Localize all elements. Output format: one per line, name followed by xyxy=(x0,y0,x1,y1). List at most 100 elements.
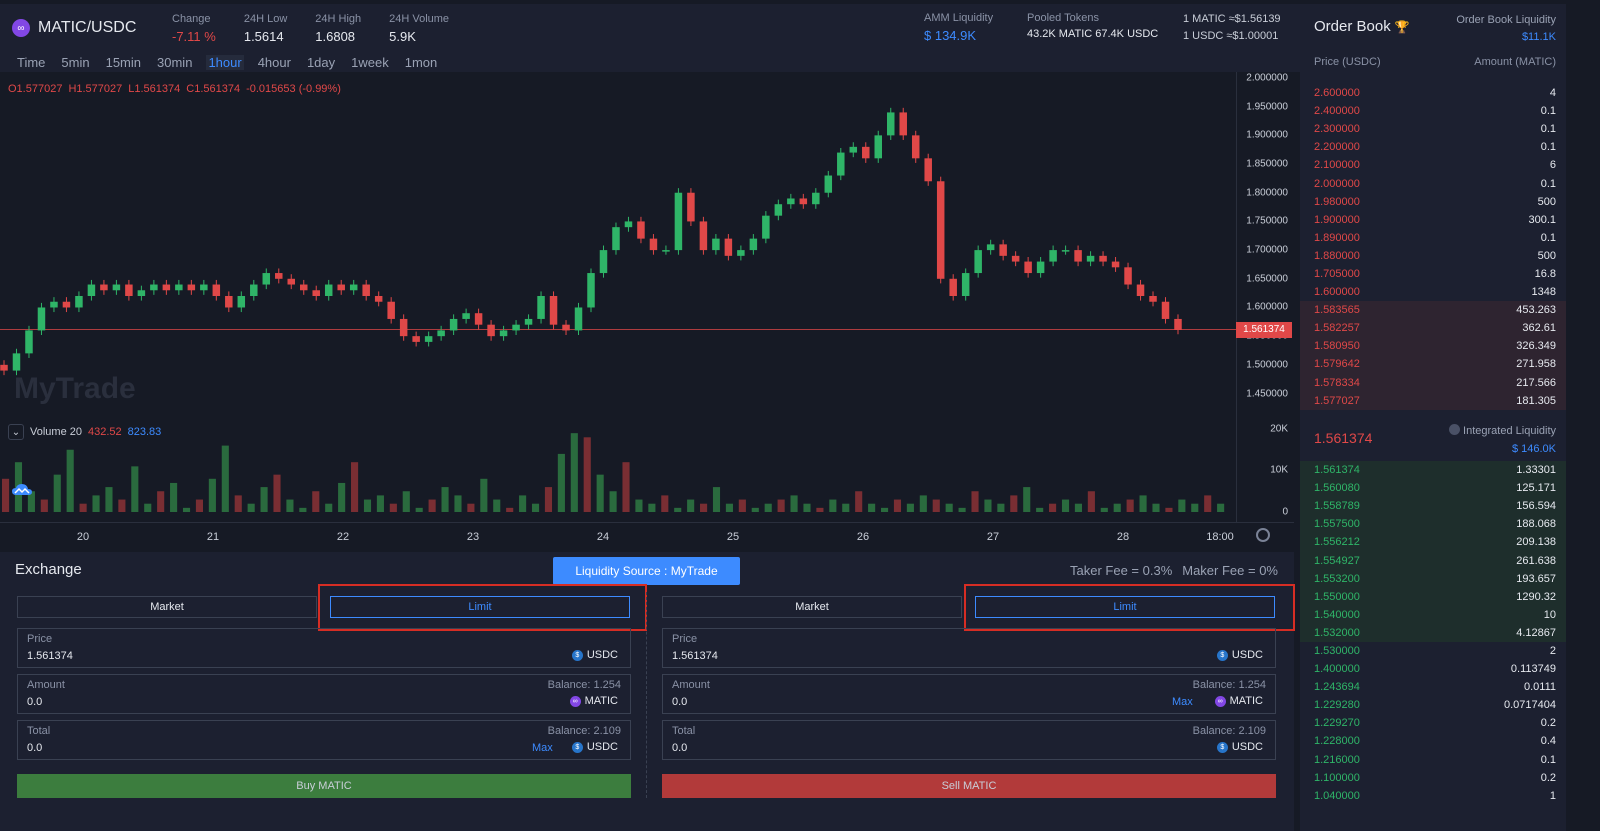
order-row[interactable]: 1.582257 362.61 xyxy=(1300,319,1566,338)
sell-market-tab[interactable]: Market xyxy=(662,596,962,618)
order-row[interactable]: 1.578334 217.566 xyxy=(1300,373,1566,392)
buy-button[interactable]: Buy MATIC xyxy=(17,774,631,798)
buy-market-tab[interactable]: Market xyxy=(17,596,317,618)
sell-button[interactable]: Sell MATIC xyxy=(662,774,1276,798)
order-row[interactable]: 1.580950 326.349 xyxy=(1300,337,1566,356)
order-row[interactable]: 1.400000 0.113749 xyxy=(1300,660,1566,678)
candle xyxy=(699,216,708,255)
order-row[interactable]: 2.600000 4 xyxy=(1300,84,1566,102)
order-row[interactable]: 1.216000 0.1 xyxy=(1300,751,1566,769)
sell-amount-field[interactable]: Amount 0.0 Balance: 1.254 Max ∞ MATIC xyxy=(662,674,1276,714)
buy-price-field[interactable]: Price 1.561374 $ USDC xyxy=(17,628,631,668)
order-row[interactable]: 1.530000 2 xyxy=(1300,642,1566,660)
order-row[interactable]: 1.900000 300.1 xyxy=(1300,211,1566,229)
tab-15min[interactable]: 15min xyxy=(105,54,142,70)
max-button[interactable]: Max xyxy=(1172,696,1193,708)
pair-selector[interactable]: ∞ MATIC/USDC xyxy=(12,19,162,37)
volume-bar xyxy=(92,495,100,512)
order-row[interactable]: 1.600000 1348 xyxy=(1300,283,1566,301)
tab-30min[interactable]: 30min xyxy=(157,54,193,70)
sell-price-field[interactable]: Price 1.561374 $ USDC xyxy=(662,628,1276,668)
tab-5min[interactable]: 5min xyxy=(61,54,90,70)
order-row[interactable]: 1.229280 0.0717404 xyxy=(1300,696,1566,714)
order-row[interactable]: 2.400000 0.1 xyxy=(1300,102,1566,120)
order-amount: 156.594 xyxy=(1516,500,1556,513)
order-row[interactable]: 1.228000 0.4 xyxy=(1300,732,1566,750)
candle xyxy=(1136,279,1145,301)
buy-amount-field[interactable]: Amount 0.0 Balance: 1.254 ∞ MATIC xyxy=(17,674,631,714)
price-input[interactable]: 1.561374 xyxy=(27,650,73,662)
tab-1week[interactable]: 1week xyxy=(351,54,389,70)
order-row[interactable]: 1.705000 16.8 xyxy=(1300,265,1566,283)
total-input[interactable]: 0.0 xyxy=(672,742,688,754)
order-row[interactable]: 2.300000 0.1 xyxy=(1300,120,1566,138)
order-row[interactable]: 1.100000 0.2 xyxy=(1300,769,1566,787)
order-row[interactable]: 1.553200 193.657 xyxy=(1300,569,1566,588)
order-row[interactable]: 1.558789 156.594 xyxy=(1300,497,1566,516)
buy-total-field[interactable]: Total 0.0 Balance: 2.109 Max $ USDC xyxy=(17,720,631,760)
volume-bar xyxy=(170,482,178,512)
order-row[interactable]: 1.229270 0.2 xyxy=(1300,714,1566,732)
time-axis[interactable]: 20 21 22 23 24 25 26 27 28 18:00 xyxy=(0,522,1294,548)
trophy-icon: 🏆 xyxy=(1394,20,1410,34)
order-row[interactable]: 1.550000 1290.32 xyxy=(1300,587,1566,606)
price-tick: 1.650000 xyxy=(1246,273,1288,285)
order-row[interactable]: 1.583565 453.263 xyxy=(1300,301,1566,320)
candle xyxy=(287,274,296,290)
order-row[interactable]: 1.890000 0.1 xyxy=(1300,229,1566,247)
candle xyxy=(1011,251,1020,267)
cloud-icon[interactable] xyxy=(11,482,33,498)
candle xyxy=(599,245,608,278)
tab-1day[interactable]: 1day xyxy=(306,54,336,70)
amount-input[interactable]: 0.0 xyxy=(27,696,43,708)
order-row[interactable]: 1.540000 10 xyxy=(1300,605,1566,624)
tab-4hour[interactable]: 4hour xyxy=(257,54,291,70)
col-amount: Amount (MATIC) xyxy=(1474,56,1556,68)
volume-bar xyxy=(1049,503,1057,512)
order-book-liquidity: Order Book Liquidity $11.1K xyxy=(1456,12,1556,46)
tab-time[interactable]: Time xyxy=(17,54,46,70)
price-tick: 2.000000 xyxy=(1246,72,1288,84)
price-unit: $ USDC xyxy=(571,649,618,661)
order-row[interactable]: 1.880000 500 xyxy=(1300,247,1566,265)
tab-1hour[interactable]: 1hour xyxy=(206,54,244,70)
order-row[interactable]: 1.040000 1 xyxy=(1300,787,1566,805)
order-row[interactable]: 1.561374 1.33301 xyxy=(1300,461,1566,480)
order-amount: 271.958 xyxy=(1516,358,1556,371)
order-row[interactable]: 1.577027 181.305 xyxy=(1300,391,1566,410)
price-chart[interactable]: MyTrade O1.577027 H1.577027 L1.561374 C1.56… xyxy=(0,72,1294,548)
sell-limit-tab[interactable]: Limit xyxy=(975,596,1275,618)
ob-liquidity-value: $11.1K xyxy=(1521,31,1556,43)
pooled-stat: Pooled Tokens 43.2K MATIC 67.4K USDC xyxy=(1027,12,1158,40)
order-row[interactable]: 1.557500 188.068 xyxy=(1300,515,1566,534)
order-row[interactable]: 1.532000 4.12867 xyxy=(1300,623,1566,642)
order-row[interactable]: 1.980000 500 xyxy=(1300,193,1566,211)
order-row[interactable]: 1.554927 261.638 xyxy=(1300,551,1566,570)
candle xyxy=(374,291,383,307)
price-tick: 1.450000 xyxy=(1246,388,1288,400)
price-axis[interactable]: 2.000000 1.950000 1.900000 1.850000 1.800000… xyxy=(1236,72,1294,522)
order-row[interactable]: 1.556212 209.138 xyxy=(1300,533,1566,552)
order-row[interactable]: 2.100000 6 xyxy=(1300,156,1566,174)
order-row[interactable]: 1.560080 125.171 xyxy=(1300,479,1566,498)
order-row[interactable]: 2.000000 0.1 xyxy=(1300,174,1566,192)
total-input[interactable]: 0.0 xyxy=(27,742,43,754)
candle xyxy=(687,188,695,227)
price-tick: 1.950000 xyxy=(1246,101,1288,113)
order-row[interactable]: 2.200000 0.1 xyxy=(1300,138,1566,156)
order-amount: 326.349 xyxy=(1516,340,1556,353)
tab-1mon[interactable]: 1mon xyxy=(404,54,438,70)
chart-settings-gear-icon[interactable] xyxy=(1256,528,1270,542)
liquidity-source-button[interactable]: Liquidity Source : MyTrade xyxy=(553,557,740,585)
price-input[interactable]: 1.561374 xyxy=(672,650,718,662)
candle xyxy=(512,320,520,336)
sell-total-field[interactable]: Total 0.0 Balance: 2.109 $ USDC xyxy=(662,720,1276,760)
candlestick-chart[interactable] xyxy=(0,72,1294,548)
buy-limit-tab[interactable]: Limit xyxy=(330,596,630,618)
order-row[interactable]: 1.579642 271.958 xyxy=(1300,355,1566,374)
amount-input[interactable]: 0.0 xyxy=(672,696,688,708)
pooled-value: 43.2K MATIC 67.4K USDC xyxy=(1027,28,1159,40)
order-row[interactable]: 1.243694 0.0111 xyxy=(1300,678,1566,696)
collapse-chevron-icon[interactable]: ⌄ xyxy=(8,424,24,440)
max-button[interactable]: Max xyxy=(532,742,553,754)
